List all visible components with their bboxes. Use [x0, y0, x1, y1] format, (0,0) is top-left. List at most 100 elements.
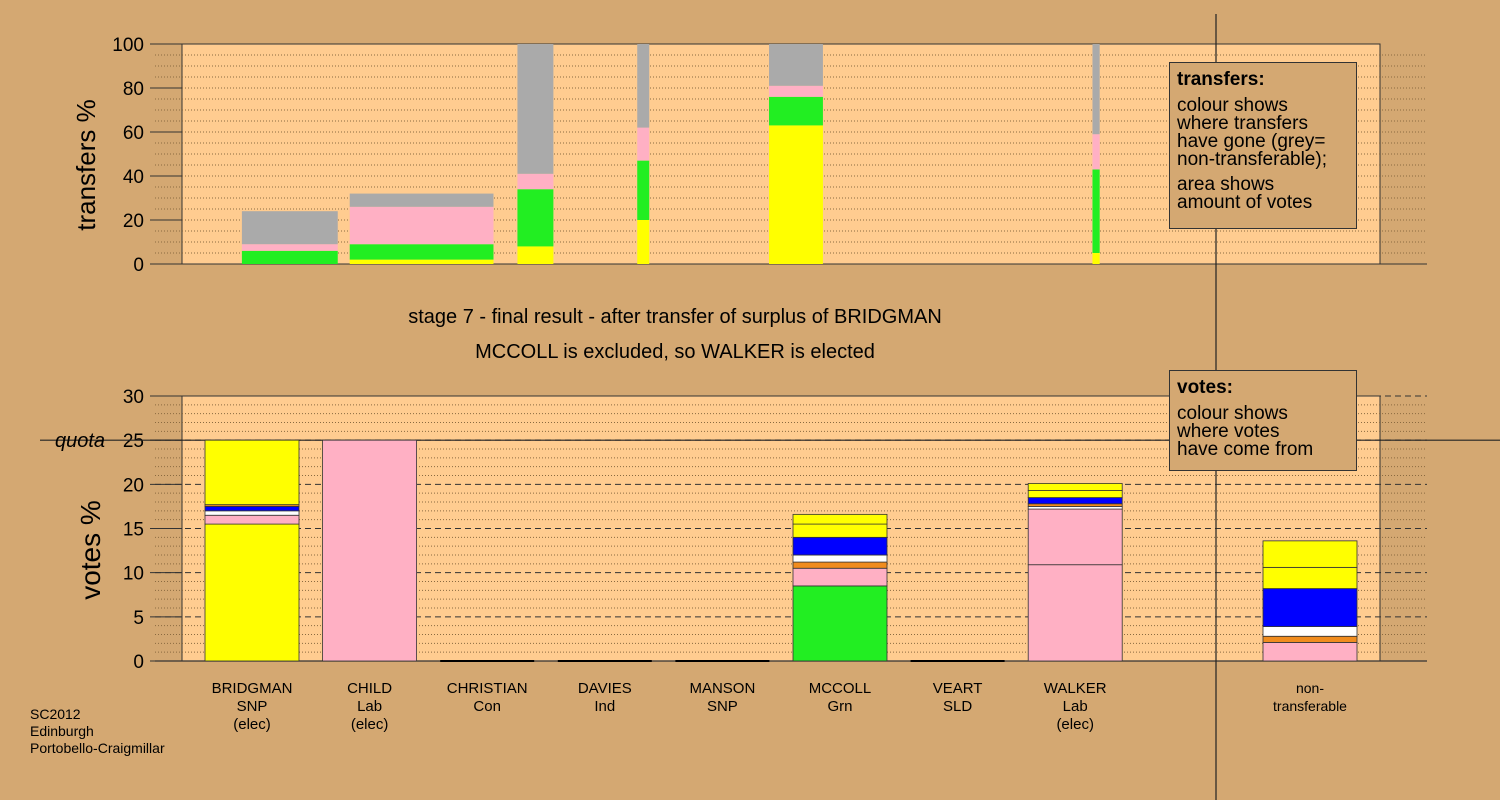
votes-bar-segment: [1027, 564, 1123, 662]
footer-info: SC2012 Edinburgh Portobello-Craigmillar: [30, 706, 165, 757]
transfers-legend-line: have gone (grey=: [1177, 131, 1326, 152]
transfers-bar-segment: [769, 125, 823, 265]
transfers-legend-line: non-transferable);: [1177, 149, 1327, 170]
votes-legend-line: where votes: [1177, 421, 1280, 442]
votes-bar-segment: [792, 554, 888, 563]
votes-bar-segment: [792, 567, 888, 587]
category-label: VEART: [933, 680, 983, 697]
votes-bar-segment: [204, 506, 300, 512]
transfers-legend-line: amount of votes: [1177, 192, 1313, 213]
votes-legend-line: have come from: [1177, 439, 1314, 460]
votes-bar-segment: [1262, 635, 1358, 643]
transfers-tick-label: 100: [112, 35, 144, 56]
transfers-bar-segment: [769, 44, 823, 86]
transfers-bar-segment: [349, 259, 494, 264]
votes-bar-segment: [1262, 540, 1358, 568]
transfers-bar-segment: [1092, 134, 1100, 170]
votes-plot: 051015202530BRIDGMANSNP(elec)CHILDLab(el…: [40, 387, 1500, 733]
category-label: (elec): [233, 716, 271, 733]
footer-ward: Portobello-Craigmillar: [30, 740, 165, 756]
category-label: Lab: [357, 698, 382, 715]
votes-bar-segment: [1262, 642, 1358, 662]
votes-bar-segment: [1027, 483, 1123, 491]
stage-title: stage 7 - final result - after transfer …: [408, 306, 942, 328]
votes-bar-segment: [1262, 566, 1358, 589]
transfers-bar-segment: [241, 244, 338, 251]
transfers-bar-segment: [769, 85, 823, 97]
category-label: SNP: [237, 698, 268, 715]
category-label: BRIDGMAN: [212, 680, 293, 697]
transfers-tick-label: 60: [123, 123, 144, 144]
votes-legend-title: votes:: [1177, 377, 1233, 398]
transfers-bar-segment: [637, 44, 650, 128]
category-label: CHRISTIAN: [447, 680, 528, 697]
votes-tick-label: 0: [133, 652, 144, 673]
category-label: SLD: [943, 698, 972, 715]
transfers-tick-label: 80: [123, 79, 144, 100]
footer-election: SC2012: [30, 706, 81, 722]
transfers-bar-segment: [1092, 169, 1100, 253]
transfers-bar-segment: [349, 244, 494, 260]
transfers-legend-title: transfers:: [1177, 69, 1265, 90]
votes-bar-segment: [792, 513, 888, 525]
footer-council: Edinburgh: [30, 723, 94, 739]
votes-bar-segment: [792, 561, 888, 569]
category-label: CHILD: [347, 680, 392, 697]
votes-bar-segment: [204, 523, 300, 662]
transfers-tick-label: 40: [123, 167, 144, 188]
votes-bar-segment: [322, 439, 418, 662]
transfers-bar-segment: [637, 127, 650, 161]
votes-bar-segment: [792, 523, 888, 538]
category-label: (elec): [1056, 716, 1094, 733]
transfers-bar-segment: [241, 250, 338, 264]
transfers-bar-segment: [517, 173, 554, 190]
transfers-legend-line: where transfers: [1177, 113, 1308, 134]
quota-label: quota: [55, 430, 105, 452]
votes-tick-label: 25: [123, 431, 144, 452]
votes-bar-segment: [792, 585, 888, 662]
votes-bar-segment: [1027, 508, 1123, 566]
votes-bar-segment: [1027, 497, 1123, 505]
category-label: Grn: [827, 698, 852, 715]
transfers-bar-segment: [517, 44, 554, 174]
category-label: SNP: [707, 698, 738, 715]
transfers-bar-segment: [1092, 253, 1100, 264]
category-label: Con: [473, 698, 501, 715]
votes-bar-segment: [204, 510, 300, 516]
transfers-bar-segment: [1092, 44, 1100, 135]
votes-tick-label: 20: [123, 475, 144, 496]
votes-axis-label: votes %: [75, 500, 106, 600]
votes-tick-label: 15: [123, 520, 144, 541]
transfers-bar-segment: [637, 220, 650, 264]
transfers-legend-line: colour shows: [1177, 95, 1288, 116]
votes-bar-segment: [1262, 588, 1358, 627]
category-label: (elec): [351, 716, 389, 733]
votes-bar-segment: [1262, 626, 1358, 637]
transfers-bar-segment: [769, 96, 823, 126]
transfers-tick-label: 0: [133, 255, 144, 276]
stage-subtitle: MCCOLL is excluded, so WALKER is elected: [475, 341, 875, 363]
votes-bar-segment: [1027, 490, 1123, 498]
category-label: MANSON: [689, 680, 755, 697]
category-label: Lab: [1063, 698, 1088, 715]
transfers-axis-label: transfers %: [71, 99, 101, 231]
votes-tick-label: 30: [123, 387, 144, 408]
transfers-bar-segment: [241, 211, 338, 245]
category-label: transferable: [1273, 698, 1347, 714]
votes-bar-segment: [792, 536, 888, 556]
category-label: MCCOLL: [809, 680, 872, 697]
category-label: DAVIES: [578, 680, 632, 697]
category-label: non-: [1296, 680, 1324, 696]
votes-tick-label: 5: [133, 608, 144, 629]
votes-bar-segment: [204, 439, 300, 506]
transfers-tick-label: 20: [123, 211, 144, 232]
transfers-legend-line: area shows: [1177, 174, 1275, 195]
votes-bar-segment: [204, 514, 300, 525]
votes-tick-label: 10: [123, 564, 144, 585]
votes-legend: votes: colour shows where votes have com…: [1169, 370, 1357, 471]
transfers-bar-segment: [517, 189, 554, 247]
transfers-bar-segment: [517, 246, 554, 264]
transfers-bar-segment: [637, 160, 650, 220]
transfers-legend: transfers: colour shows where transfers …: [1169, 62, 1357, 229]
